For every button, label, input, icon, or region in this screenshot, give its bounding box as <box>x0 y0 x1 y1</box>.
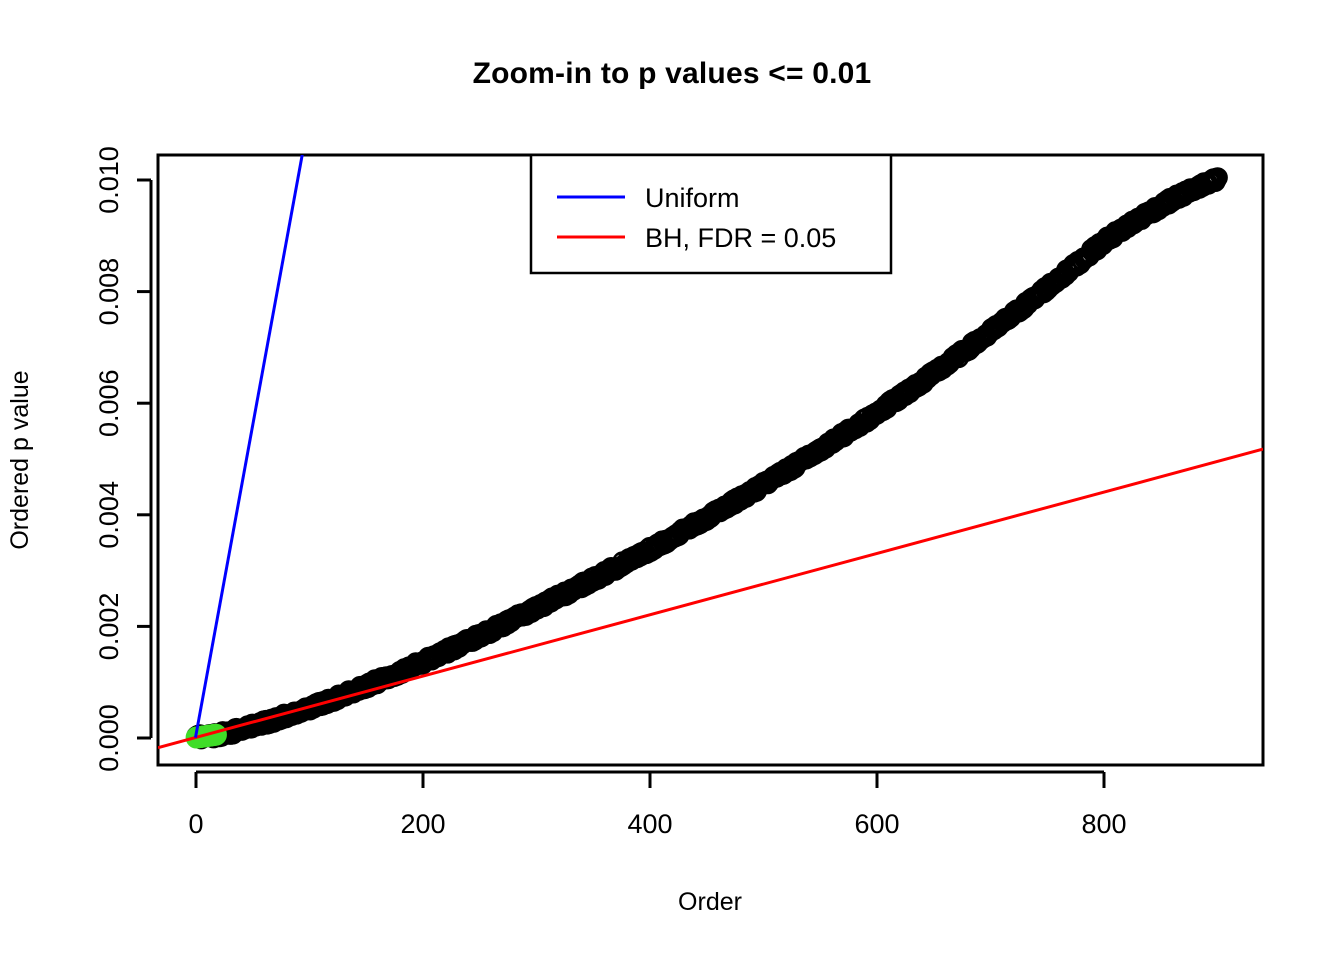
legend-label-bh: BH, FDR = 0.05 <box>645 223 836 253</box>
data-layer <box>158 155 1263 750</box>
bh-threshold-line <box>158 447 1263 750</box>
x-tick-label: 0 <box>188 809 203 839</box>
y-tick-label: 0.010 <box>94 146 124 214</box>
legend: Uniform BH, FDR = 0.05 <box>529 153 893 275</box>
y-axis-title: Ordered p value <box>6 370 34 549</box>
x-axis-title: Order <box>678 888 742 916</box>
y-tick-label: 0.004 <box>94 481 124 549</box>
x-tick-label: 600 <box>854 809 899 839</box>
uniform-reference-line <box>194 155 304 738</box>
y-tick-label: 0.008 <box>94 258 124 326</box>
x-axis: 0 200 400 600 800 Order <box>188 770 1127 916</box>
legend-box <box>529 153 893 275</box>
legend-label-uniform: Uniform <box>645 183 740 213</box>
y-axis: 0.000 0.002 0.004 0.006 0.008 0.010 Orde… <box>6 146 153 772</box>
x-tick-label: 800 <box>1081 809 1126 839</box>
x-tick-label: 400 <box>627 809 672 839</box>
x-tick-label: 200 <box>400 809 445 839</box>
y-tick-label: 0.000 <box>94 704 124 772</box>
y-tick-label: 0.006 <box>94 369 124 437</box>
y-tick-label: 0.002 <box>94 593 124 661</box>
data-point <box>1207 167 1228 188</box>
page-title: Zoom-in to p values <= 0.01 <box>472 57 872 90</box>
